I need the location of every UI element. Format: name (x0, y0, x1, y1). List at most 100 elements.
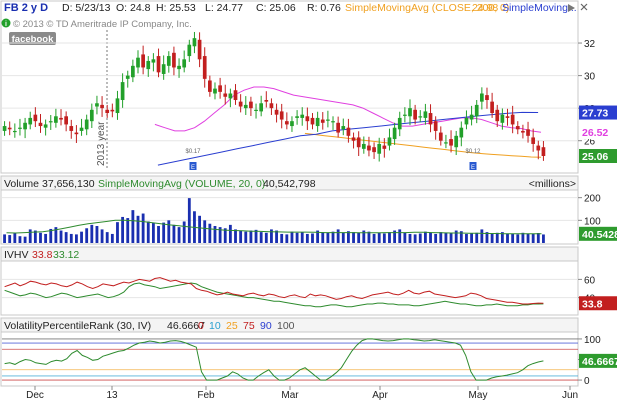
candle-body (141, 54, 145, 68)
volume-bar (352, 232, 355, 243)
level-legend-label: 0 (198, 320, 204, 332)
candle-body (474, 104, 479, 117)
candle-body (208, 80, 212, 92)
candle-body (105, 109, 110, 114)
candle-body (541, 147, 546, 157)
volume-bar (418, 233, 422, 243)
candle-body (18, 127, 22, 129)
volume-bar (341, 232, 345, 243)
sma200-value: 24.98 (472, 2, 498, 14)
earnings-marker[interactable]: $0.12 E (465, 149, 481, 171)
volume-bar (372, 233, 376, 243)
candle-body (449, 139, 453, 146)
candle-body (459, 127, 464, 138)
volume-bar (208, 223, 212, 243)
volume-bar (280, 233, 284, 243)
earnings-value: $0.12 (465, 149, 481, 155)
candle-body (254, 109, 258, 111)
volume-bar (228, 224, 232, 243)
last-value-box (579, 353, 617, 368)
volume-title[interactable]: Volume (4, 178, 39, 190)
candle-body (428, 113, 433, 125)
candle-body (320, 119, 325, 123)
sma-blue-label[interactable]: SimpleMoving... (502, 2, 577, 14)
volume-bar (23, 236, 27, 243)
info-icon[interactable]: i (1, 18, 11, 29)
collapse-arrow-icon[interactable] (568, 4, 575, 12)
volume-bar (110, 233, 114, 243)
candle-body (531, 137, 536, 144)
volume-bar (403, 232, 407, 243)
volume-bar (244, 231, 248, 243)
volume-bar (459, 231, 463, 243)
last-value-box (579, 149, 617, 164)
candle-body (115, 98, 120, 114)
volume-bar (511, 233, 515, 243)
volume-bar (126, 218, 130, 243)
candle-body (74, 132, 79, 135)
hv-value: 33.12 (53, 249, 79, 261)
volume-bar (388, 232, 391, 243)
candle-body (490, 101, 494, 114)
x-tick-label: 13 (106, 390, 118, 401)
vpr-panel: VolatilityPercentileRank (30, IV) 46.666… (0, 317, 620, 387)
earnings-marker[interactable]: $0.17 E (185, 149, 201, 171)
candle-body (228, 93, 233, 99)
candle-body (510, 114, 515, 125)
volume-bar (249, 230, 253, 243)
volume-bar (275, 230, 278, 243)
volume-bar (285, 234, 289, 243)
volume-bar (151, 223, 155, 243)
volume-bar (234, 229, 237, 243)
candle-body (243, 104, 248, 109)
volume-avg-label[interactable]: SimpleMovingAvg (VOLUME, 20, 0) (98, 178, 265, 190)
vpr-title[interactable]: VolatilityPercentileRank (30, IV) (4, 320, 151, 332)
candle-body (469, 114, 474, 120)
candle-body (89, 109, 94, 122)
candle-body (136, 57, 140, 68)
candle-body (505, 116, 510, 118)
volume-bar (434, 233, 438, 243)
last-value-label: 27.73 (582, 108, 608, 120)
candle-body (305, 116, 310, 122)
x-tick-label: Jun (562, 390, 578, 401)
volume-bar (39, 232, 42, 243)
candle-body (48, 121, 53, 123)
volume-bar (490, 233, 494, 243)
volume-bar (254, 229, 258, 243)
svg-text:E: E (191, 165, 195, 171)
last-value-box (579, 125, 617, 140)
volume-bar (439, 232, 443, 243)
sma200-label[interactable]: SimpleMovingAvg (CLOSE, 200, 0) (345, 2, 509, 14)
symbol-label[interactable]: FB 2 y D (4, 2, 48, 14)
facebook-badge: facebook (9, 32, 56, 45)
svg-text:i: i (5, 21, 7, 28)
vpr-value: 46.6667 (167, 320, 205, 332)
candle-body (433, 121, 438, 131)
candle-body (125, 75, 130, 79)
volume-bar (331, 231, 335, 243)
volume-bar (382, 233, 386, 243)
volume-bar (367, 231, 371, 243)
close-panel-icon[interactable] (580, 3, 588, 11)
volume-bar (167, 220, 171, 243)
volume-bar (500, 232, 504, 243)
volume-bar (485, 232, 489, 243)
candle-body (43, 124, 48, 128)
volume-bar (44, 233, 48, 243)
volume-bar (203, 220, 207, 243)
candle-body (413, 109, 417, 120)
volume-panel: Volume 37,656,130 SimpleMovingAvg (VOLUM… (0, 175, 620, 245)
y-tick-label: 32 (584, 39, 596, 50)
sma200-line (304, 132, 542, 158)
candle-body (351, 137, 356, 141)
candle-body (249, 101, 253, 109)
last-value-label: 25.06 (582, 151, 608, 163)
candle-body (310, 117, 315, 125)
candle-body (64, 116, 68, 125)
candle-body (331, 121, 335, 123)
ivhv-title[interactable]: IVHV (4, 249, 29, 261)
last-value-label: 46.6667 (582, 356, 620, 368)
volume-bar (295, 232, 299, 243)
y-tick-label: 0 (584, 376, 590, 387)
